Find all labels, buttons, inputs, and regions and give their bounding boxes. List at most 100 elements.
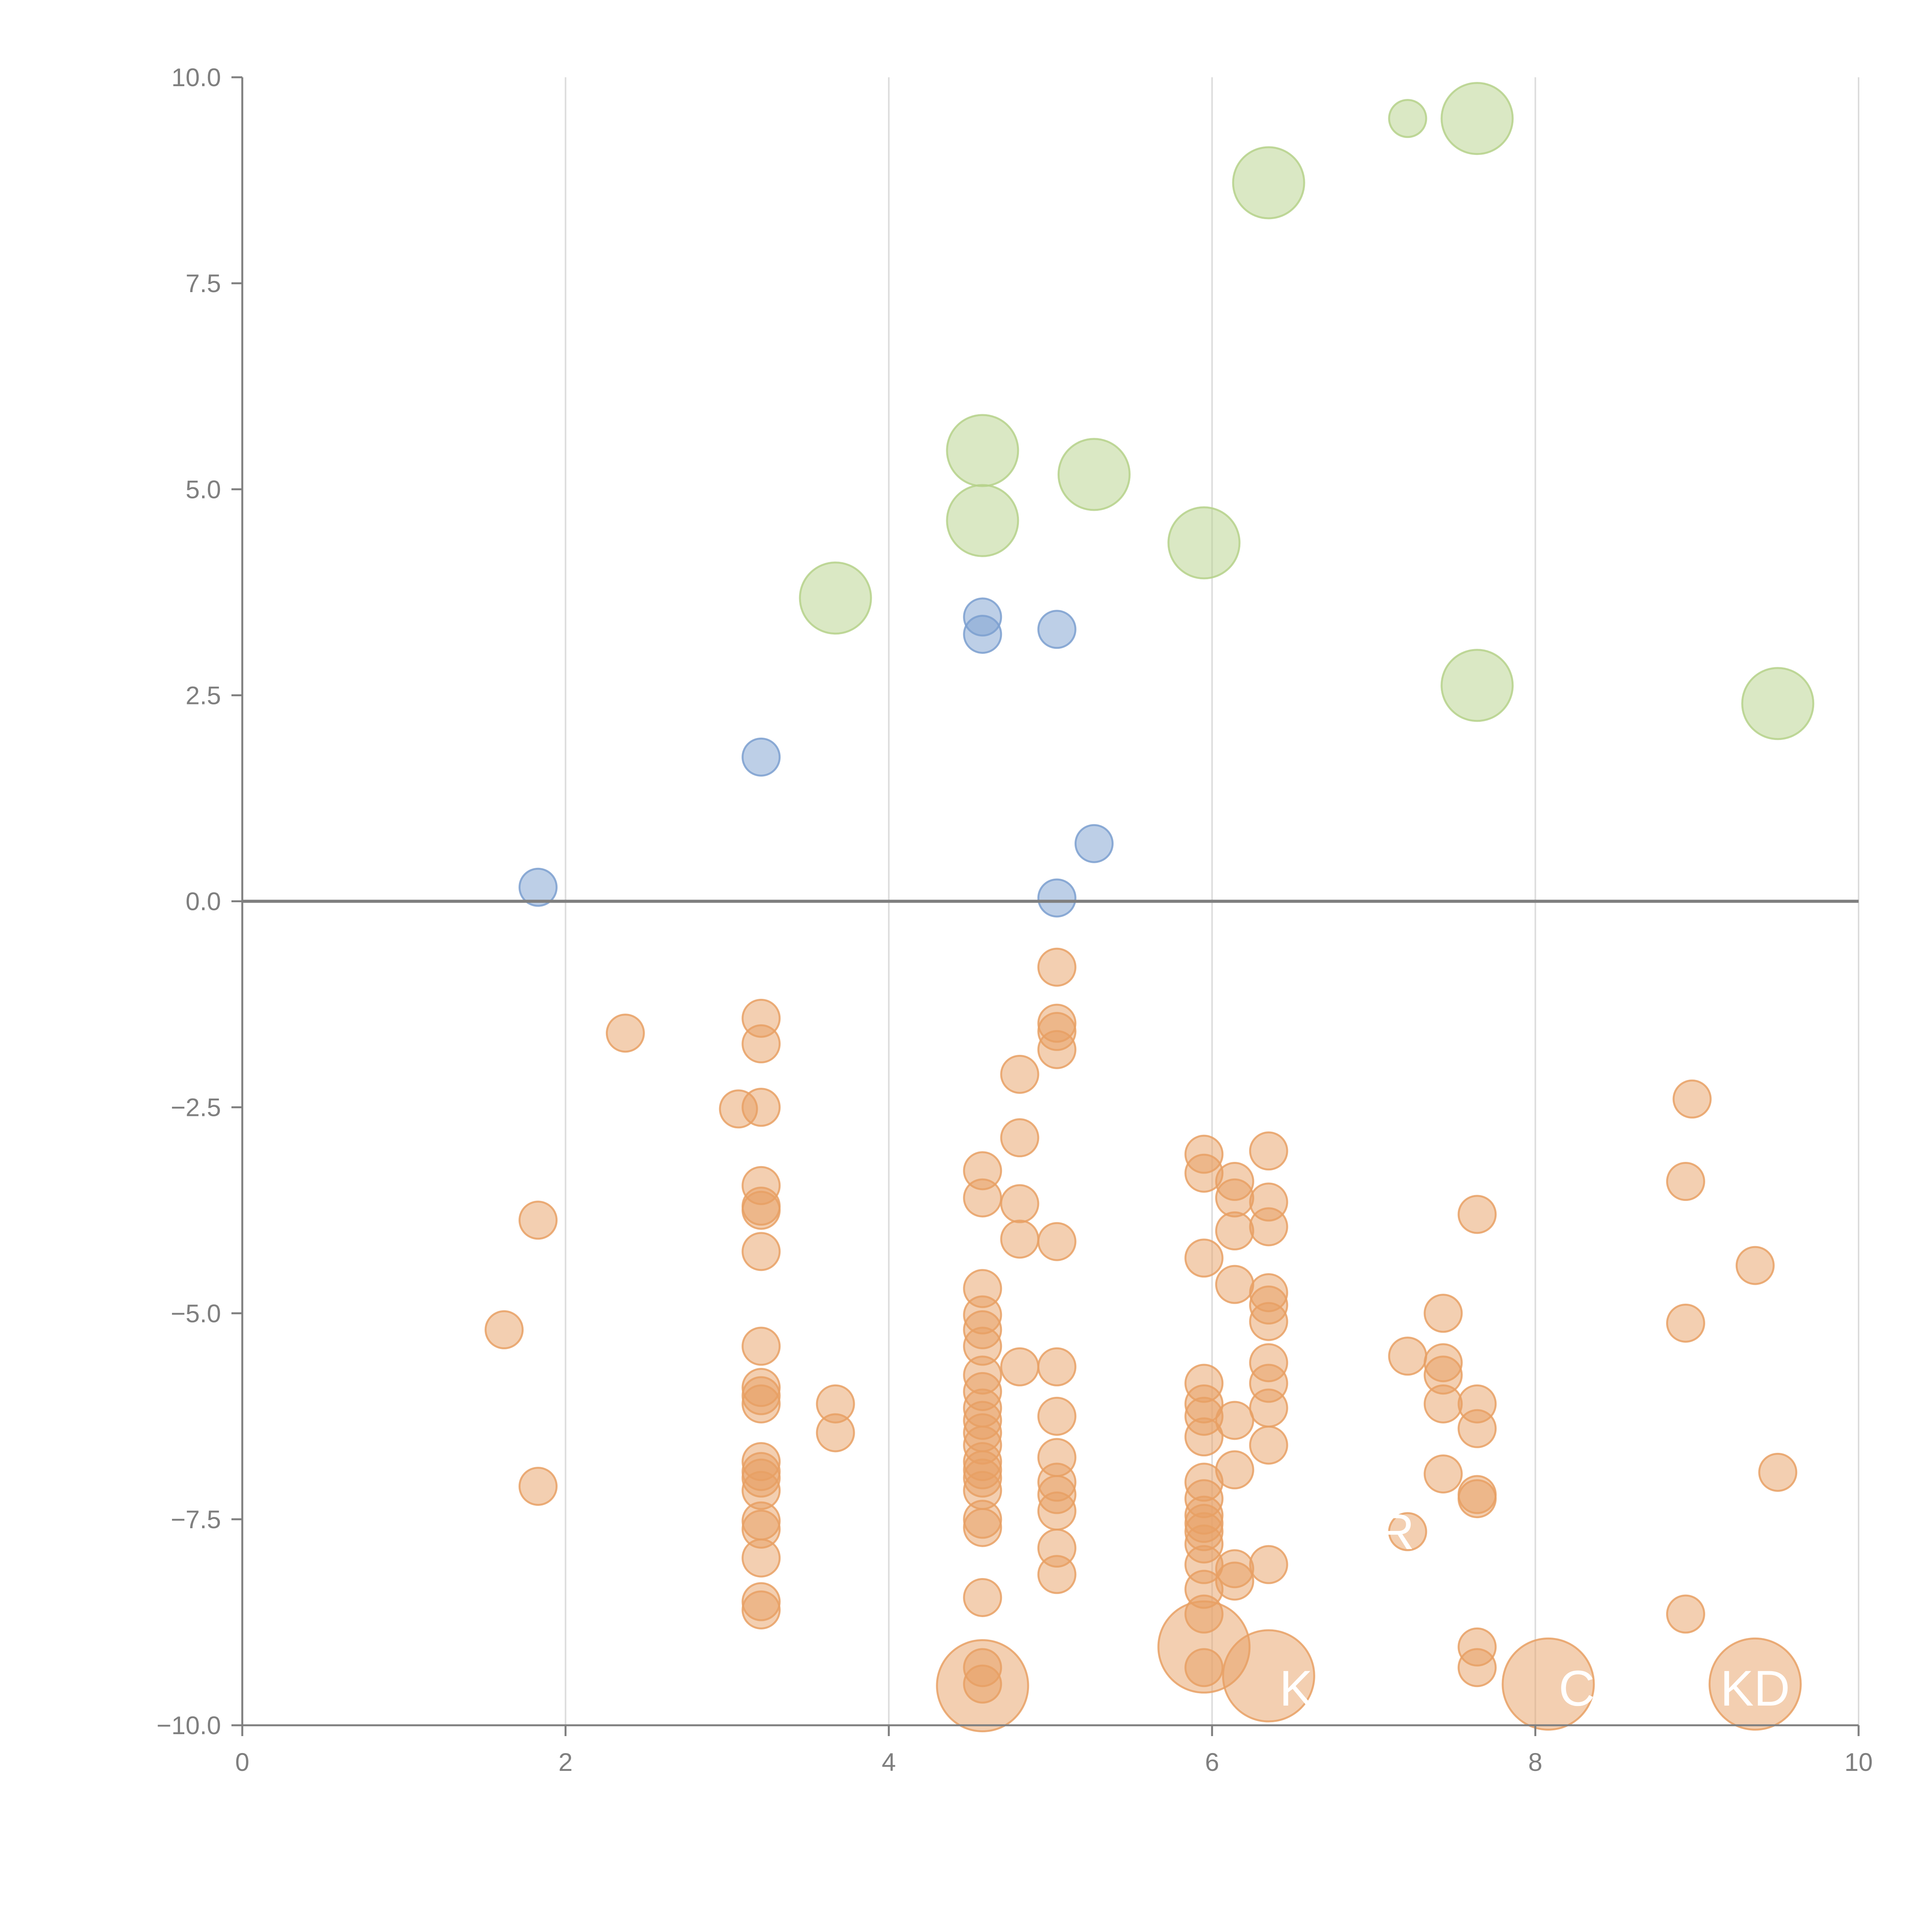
point-orange-24 — [742, 1590, 781, 1629]
point-green-6 — [1388, 99, 1427, 138]
bubble-label-0: R — [1378, 1503, 1415, 1560]
point-orange-121 — [1666, 1303, 1705, 1343]
point-orange-59 — [1037, 1347, 1077, 1386]
point-orange-89 — [1215, 1401, 1254, 1440]
point-green-2 — [946, 484, 1019, 557]
point-orange-0 — [485, 1310, 524, 1349]
point-orange-12 — [742, 1327, 781, 1366]
point-green-3 — [1057, 438, 1131, 511]
point-orange-88 — [1215, 1265, 1254, 1304]
point-orange-125 — [1708, 1637, 1802, 1731]
point-blue-6 — [1037, 878, 1077, 918]
point-orange-110 — [1423, 1384, 1463, 1423]
point-orange-107 — [1423, 1294, 1463, 1333]
point-orange-11 — [742, 1232, 781, 1271]
point-orange-66 — [1037, 1555, 1077, 1594]
point-orange-90 — [1215, 1450, 1254, 1490]
point-orange-98 — [1249, 1302, 1288, 1341]
point-orange-119 — [1502, 1637, 1595, 1731]
axes — [231, 76, 1860, 1736]
bubble-label-2: CA — [1559, 1660, 1629, 1716]
point-orange-57 — [1037, 1030, 1077, 1069]
point-orange-10 — [742, 1190, 781, 1230]
point-green-7 — [1440, 82, 1514, 155]
point-orange-50 — [1000, 1118, 1039, 1158]
point-orange-54 — [1037, 947, 1077, 987]
point-orange-116 — [1458, 1479, 1497, 1519]
point-orange-45 — [963, 1578, 1002, 1617]
point-blue-5 — [1074, 824, 1114, 863]
bubble-label-1: K — [1279, 1660, 1313, 1716]
point-orange-103 — [1249, 1545, 1288, 1584]
point-orange-95 — [1249, 1207, 1288, 1247]
point-orange-7 — [742, 1088, 781, 1127]
point-orange-111 — [1423, 1454, 1463, 1494]
x-tick-label: 10 — [1844, 1748, 1872, 1776]
point-orange-6 — [742, 1024, 781, 1063]
point-orange-3 — [605, 1014, 645, 1053]
point-orange-104 — [1222, 1629, 1315, 1723]
point-blue-1 — [742, 737, 781, 777]
x-tick-label: 2 — [558, 1748, 573, 1776]
point-blue-4 — [1037, 610, 1077, 649]
point-orange-118 — [1458, 1648, 1497, 1687]
tick-labels: 0 2 4 6 8 10 −10.0 −7.5 −5.0 −2.5 0.0 2.5 5.0 7.5 10.0 — [156, 63, 1873, 1776]
point-orange-92 — [1215, 1561, 1254, 1601]
point-orange-122 — [1666, 1594, 1705, 1634]
y-tick-label: −7.5 — [171, 1505, 221, 1534]
point-orange-58 — [1037, 1222, 1077, 1261]
point-orange-60 — [1037, 1396, 1077, 1436]
x-tick-label: 4 — [882, 1748, 896, 1776]
point-green-1 — [946, 414, 1019, 487]
point-orange-102 — [1249, 1425, 1288, 1465]
point-orange-87 — [1215, 1211, 1254, 1250]
y-tick-label: 2.5 — [185, 681, 221, 709]
point-orange-1 — [518, 1201, 558, 1240]
point-orange-101 — [1249, 1388, 1288, 1428]
y-tick-label: 10.0 — [172, 63, 221, 92]
point-green-0 — [799, 561, 872, 635]
point-orange-2 — [518, 1467, 558, 1506]
point-orange-64 — [1037, 1492, 1077, 1531]
point-orange-73 — [1184, 1417, 1224, 1457]
y-tick-label: 7.5 — [185, 269, 221, 298]
point-green-9 — [1741, 667, 1815, 740]
point-orange-15 — [742, 1384, 781, 1423]
point-orange-114 — [1458, 1409, 1497, 1448]
y-tick-label: −2.5 — [171, 1093, 221, 1122]
point-orange-105 — [1388, 1337, 1427, 1376]
point-orange-28 — [963, 1178, 1002, 1218]
point-green-8 — [1440, 649, 1514, 722]
point-orange-123 — [1672, 1079, 1712, 1119]
y-tick-label: −10.0 — [156, 1711, 221, 1740]
x-tick-label: 0 — [235, 1748, 250, 1776]
point-orange-26 — [816, 1413, 855, 1452]
point-orange-106 — [1388, 1512, 1427, 1551]
y-tick-label: 5.0 — [185, 475, 221, 503]
point-green-4 — [1167, 506, 1241, 580]
point-orange-126 — [1758, 1452, 1798, 1492]
point-orange-112 — [1458, 1195, 1497, 1234]
data-points — [485, 82, 1815, 1733]
point-green-5 — [1232, 146, 1305, 219]
x-tick-label: 6 — [1205, 1748, 1219, 1776]
point-orange-124 — [1735, 1246, 1775, 1285]
point-blue-3 — [963, 615, 1002, 654]
point-orange-51 — [1000, 1184, 1039, 1223]
point-orange-22 — [742, 1538, 781, 1578]
point-orange-53 — [1000, 1347, 1039, 1386]
x-tick-label: 8 — [1528, 1748, 1543, 1776]
point-blue-0 — [518, 867, 558, 907]
point-orange-52 — [1000, 1219, 1039, 1259]
y-tick-label: −5.0 — [171, 1299, 221, 1328]
bubble-labels: R K CA KD — [1279, 1503, 1790, 1716]
point-orange-48 — [936, 1639, 1029, 1733]
point-orange-69 — [1184, 1238, 1224, 1278]
bubble-label-3: KD — [1720, 1660, 1790, 1716]
point-orange-44 — [963, 1508, 1002, 1547]
y-tick-label: 0.0 — [185, 887, 221, 916]
point-orange-93 — [1249, 1131, 1288, 1171]
point-orange-49 — [1000, 1054, 1039, 1094]
point-orange-120 — [1666, 1162, 1705, 1201]
